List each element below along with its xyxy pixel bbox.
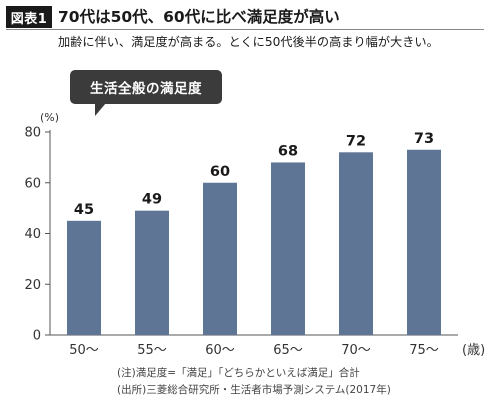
y-tick-label: 20 xyxy=(24,278,41,293)
bar xyxy=(67,220,101,335)
bar xyxy=(271,162,305,335)
x-axis-unit: (歳) xyxy=(462,343,485,358)
x-tick-label: 55〜 xyxy=(137,343,167,358)
chart-title: 70代は50代、60代に比べ満足度が高い xyxy=(58,8,340,26)
y-tick-label: 60 xyxy=(24,176,41,191)
title-divider xyxy=(6,29,484,30)
data-label: 73 xyxy=(414,131,434,147)
y-tick-label: 40 xyxy=(24,227,41,242)
x-tick-label: 50〜 xyxy=(69,343,99,358)
footnote-definition: (注)満足度=「満足」「どちらかといえば満足」合計 xyxy=(117,367,360,379)
x-tick-label: 65〜 xyxy=(273,343,303,358)
bar xyxy=(203,182,237,335)
x-tick-label: 75〜 xyxy=(409,343,439,358)
x-tick-label: 70〜 xyxy=(341,343,371,358)
bar xyxy=(407,149,441,335)
data-label: 45 xyxy=(74,202,94,218)
x-tick-label: 60〜 xyxy=(205,343,235,358)
bar xyxy=(135,210,169,335)
y-axis-unit: (%) xyxy=(40,111,60,124)
callout-label: 生活全般の満足度 xyxy=(70,70,222,104)
data-label: 49 xyxy=(142,192,162,208)
chart-subtitle: 加齢に伴い、満足度が高まる。とくに50代後半の高まり幅が大きい。 xyxy=(58,35,439,49)
data-label: 60 xyxy=(210,164,230,180)
callout-tail xyxy=(95,103,106,116)
y-tick-label: 80 xyxy=(24,126,41,141)
bar xyxy=(339,152,373,335)
y-tick-label: 0 xyxy=(33,329,41,344)
data-label: 72 xyxy=(346,133,366,149)
footnote-source: (出所)三菱総合研究所・生活者市場予測システム(2017年) xyxy=(117,384,391,396)
data-label: 68 xyxy=(278,143,298,159)
figure-badge: 図表1 xyxy=(6,6,52,28)
